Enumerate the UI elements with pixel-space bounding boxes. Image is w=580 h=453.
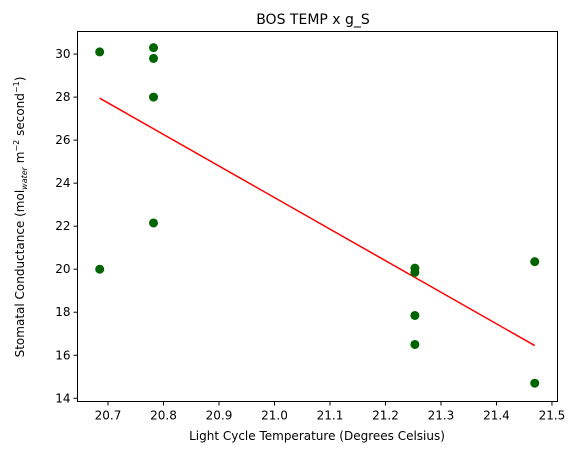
y-axis-title: Stomatal Conductance (molwater m−2 secon… bbox=[12, 77, 29, 358]
data-point bbox=[149, 92, 159, 102]
y-tick-label: 26 bbox=[55, 133, 70, 147]
x-tick-label: 21.2 bbox=[372, 409, 399, 423]
y-axis-title-mid: m bbox=[13, 152, 27, 168]
x-tick-label: 21.1 bbox=[317, 409, 344, 423]
x-ticks: 20.7 20.8 20.9 21.0 21.1 21.2 21.3 21.4 21.5 bbox=[95, 401, 566, 423]
y-tick-label: 30 bbox=[55, 47, 70, 61]
data-point bbox=[410, 339, 420, 349]
data-point bbox=[149, 218, 159, 228]
y-tick-label: 18 bbox=[55, 305, 70, 319]
x-axis-title: Light Cycle Temperature (Degrees Celsius… bbox=[189, 429, 445, 443]
x-tick-label: 21.5 bbox=[539, 409, 566, 423]
y-tick-label: 24 bbox=[55, 176, 70, 190]
data-point bbox=[530, 378, 540, 388]
chart-title: BOS TEMP x g_S bbox=[256, 12, 370, 28]
fit-line-layer bbox=[99, 97, 536, 347]
y-tick-label: 28 bbox=[55, 90, 70, 104]
x-tick-label: 21.4 bbox=[483, 409, 510, 423]
y-tick-label: 16 bbox=[55, 348, 70, 362]
axes-frame bbox=[77, 31, 558, 402]
y-axis-title-prefix: Stomatal Conductance (mol bbox=[13, 190, 27, 358]
x-tick-label: 20.9 bbox=[206, 409, 233, 423]
data-point bbox=[149, 53, 159, 63]
x-tick-label: 20.7 bbox=[95, 409, 122, 423]
data-point bbox=[410, 310, 420, 320]
data-point bbox=[95, 264, 105, 274]
data-point bbox=[149, 43, 159, 53]
y-ticks: 14 16 18 20 22 24 26 28 30 bbox=[55, 47, 78, 405]
y-axis-title-superscript-1: −2 bbox=[12, 140, 21, 152]
data-point bbox=[530, 257, 540, 267]
y-axis-title-suffix: ) bbox=[13, 77, 27, 82]
data-point bbox=[95, 47, 105, 57]
y-axis-title-mid-2: second bbox=[13, 93, 27, 140]
y-tick-label: 22 bbox=[55, 219, 70, 233]
x-tick-label: 21.0 bbox=[261, 409, 288, 423]
x-tick-label: 21.3 bbox=[428, 409, 455, 423]
x-tick-label: 20.8 bbox=[150, 409, 177, 423]
y-axis-title-superscript-2: −1 bbox=[12, 81, 21, 93]
y-axis-title-subscript: water bbox=[20, 166, 29, 190]
y-tick-label: 14 bbox=[55, 391, 70, 405]
y-tick-label: 20 bbox=[55, 262, 70, 276]
data-point bbox=[410, 267, 420, 277]
points-layer bbox=[95, 43, 540, 388]
fit-line bbox=[99, 97, 536, 347]
